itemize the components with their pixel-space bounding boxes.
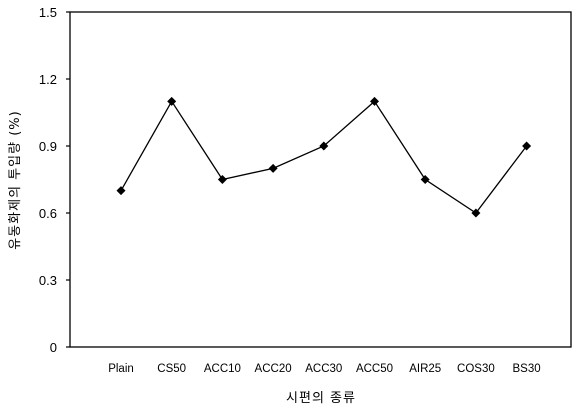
y-tick-label: 0.3 — [39, 273, 57, 288]
data-point — [420, 175, 430, 184]
x-tick-label: Plain — [108, 363, 134, 375]
y-axis-title: 유동화제의 투입량 (%) — [8, 110, 23, 249]
x-axis-title: 시편의 종류 — [286, 391, 356, 406]
data-point — [370, 96, 379, 106]
y-axis-tick-labels: 0 0.3 0.6 0.9 1.2 1.5 — [39, 5, 57, 355]
x-tick-label: ACC50 — [356, 363, 393, 375]
data-point — [522, 141, 532, 151]
y-tick-label: 0.9 — [39, 139, 57, 154]
x-tick-label: AIR25 — [409, 363, 441, 375]
y-tick-label: 1.5 — [39, 5, 57, 20]
x-tick-label: ACC10 — [204, 363, 241, 375]
data-point — [319, 141, 329, 151]
y-axis-ticks — [66, 11, 70, 348]
y-tick-label: 1.2 — [39, 72, 57, 87]
x-axis-tick-labels: Plain CS50 ACC10 ACC20 ACC30 ACC50 AIR25 COS30 B… — [108, 363, 540, 375]
data-point — [116, 186, 126, 196]
y-tick-label: 0 — [50, 340, 57, 355]
plot-frame — [69, 11, 572, 348]
y-tick-label: 0.6 — [39, 206, 57, 221]
data-point — [268, 163, 278, 173]
x-tick-label: COS30 — [457, 363, 495, 375]
data-point — [217, 175, 227, 184]
series-line — [120, 100, 528, 214]
x-tick-label: CS50 — [157, 363, 186, 375]
x-tick-label: ACC20 — [255, 363, 292, 375]
x-tick-label: BS30 — [513, 363, 541, 375]
data-point — [167, 96, 177, 106]
x-tick-label: ACC30 — [305, 363, 342, 375]
data-point — [471, 208, 481, 218]
series-markers — [116, 96, 532, 218]
